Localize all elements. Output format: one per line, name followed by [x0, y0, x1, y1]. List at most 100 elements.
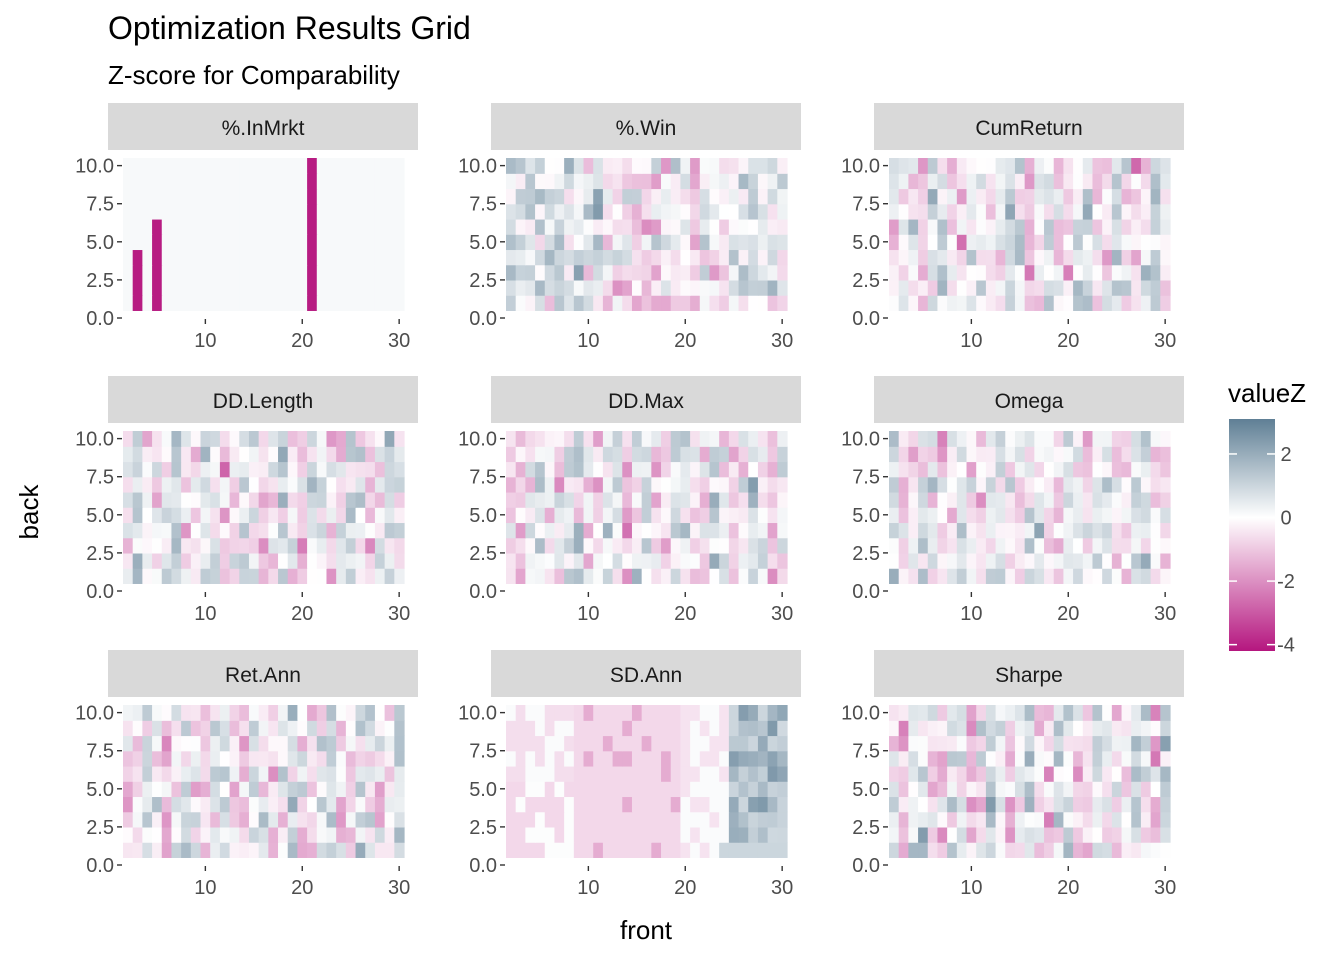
heatmap-cell: [394, 234, 405, 251]
heatmap-cell: [738, 295, 749, 311]
heatmap-cell: [612, 446, 623, 463]
heatmap-cell: [525, 735, 536, 752]
heatmap-cell: [506, 461, 517, 478]
heatmap-cell: [210, 720, 221, 737]
heatmap-cell: [181, 522, 192, 539]
heatmap-cell: [1024, 781, 1035, 798]
heatmap-cell: [307, 568, 318, 584]
heatmap-cell: [384, 842, 395, 858]
heatmap-cell: [622, 491, 633, 508]
heatmap-cell: [728, 537, 740, 554]
heatmap-cell: [219, 234, 231, 251]
heatmap-cell: [661, 826, 672, 843]
heatmap-cell: [1063, 158, 1074, 174]
heatmap-cell: [278, 279, 289, 296]
heatmap-cell: [287, 218, 299, 235]
heatmap-cell: [966, 446, 977, 463]
heatmap-cell: [738, 279, 749, 296]
heatmap-cell: [602, 218, 614, 235]
heatmap-cell: [239, 811, 250, 828]
heatmap-cell: [612, 568, 623, 584]
heatmap-cell: [889, 158, 900, 174]
heatmap-cell: [506, 705, 517, 721]
heatmap-cell: [132, 522, 143, 539]
heatmap-cells: [123, 431, 405, 584]
heatmap-cell: [728, 203, 740, 220]
heatmap-cell: [641, 735, 652, 752]
heatmap-cell: [583, 750, 594, 767]
heatmap-cell: [908, 218, 919, 235]
heatmap-cell: [709, 158, 720, 174]
heatmap-cell: [976, 188, 987, 205]
heatmap-cell: [219, 826, 231, 843]
heatmap-cell: [1131, 264, 1142, 281]
heatmap-cell: [1034, 461, 1045, 478]
heatmap-cell: [767, 476, 778, 493]
heatmap-cell: [365, 249, 376, 266]
heatmap-cell: [631, 188, 643, 205]
heatmap-cell: [956, 264, 968, 281]
heatmap-cell: [181, 781, 192, 798]
heatmap-cell: [258, 568, 269, 584]
heatmap-cell: [995, 188, 1006, 205]
heatmap-cell: [1082, 279, 1094, 296]
heatmap-cell: [1063, 720, 1074, 737]
heatmap-cell: [641, 431, 652, 447]
heatmap-cell: [1160, 826, 1171, 843]
heatmap-cell: [326, 765, 337, 782]
heatmap-cell: [1102, 173, 1113, 190]
heatmap-cell: [927, 173, 939, 190]
heatmap-cell: [525, 765, 536, 782]
heatmap-cell: [374, 158, 386, 174]
heatmap-cell: [1073, 476, 1084, 493]
heatmap-cell: [1102, 249, 1113, 266]
heatmap-cell: [631, 568, 643, 584]
heatmap-cell: [297, 842, 308, 858]
heatmap-cell: [699, 765, 711, 782]
heatmap-cell: [161, 705, 173, 721]
heatmap-cell: [384, 461, 395, 478]
heatmap-cell: [297, 158, 308, 174]
heatmap-cell: [593, 705, 604, 721]
heatmap-cell: [651, 568, 662, 584]
heatmap-cell: [670, 552, 682, 569]
heatmap-cell: [767, 842, 778, 858]
heatmap-cell: [336, 188, 347, 205]
heatmap-cell: [1063, 811, 1074, 828]
heatmap-cell: [336, 781, 347, 798]
heatmap-cell: [661, 249, 672, 266]
heatmap-cell: [976, 249, 987, 266]
heatmap-cell: [709, 264, 720, 281]
heatmap-cell: [219, 491, 231, 508]
heatmap-cell: [1082, 568, 1094, 584]
heatmap-cell: [738, 264, 749, 281]
heatmap-cell: [287, 264, 299, 281]
heatmap-cell: [573, 735, 585, 752]
heatmap-cell: [641, 507, 652, 524]
heatmap-cell: [1121, 431, 1132, 447]
heatmap-cell: [1140, 264, 1152, 281]
y-tick-label: 0.0: [86, 308, 114, 330]
heatmap-cell: [132, 720, 143, 737]
heatmap-cell: [651, 218, 662, 235]
heatmap-cell: [384, 279, 395, 296]
heatmap-cell: [1014, 188, 1026, 205]
heatmap-cell: [1082, 552, 1094, 569]
heatmap-cell: [918, 188, 929, 205]
heatmap-cell: [258, 826, 269, 843]
heatmap-cell: [690, 735, 701, 752]
heatmap-cell: [699, 568, 711, 584]
heatmap-cell: [1082, 796, 1094, 813]
heatmap-cell: [152, 568, 163, 584]
heatmap-cell: [1014, 249, 1026, 266]
heatmap-cell: [123, 781, 134, 798]
y-tick-label: 0.0: [86, 855, 114, 877]
heatmap-cell: [123, 842, 134, 858]
heatmap-cell: [1044, 461, 1055, 478]
heatmap-cell: [995, 522, 1006, 539]
y-tick-label: 0.0: [852, 308, 880, 330]
heatmap-cell: [767, 522, 778, 539]
heatmap-cell: [937, 173, 948, 190]
heatmap-cell: [210, 507, 221, 524]
heatmap-cell: [336, 720, 347, 737]
